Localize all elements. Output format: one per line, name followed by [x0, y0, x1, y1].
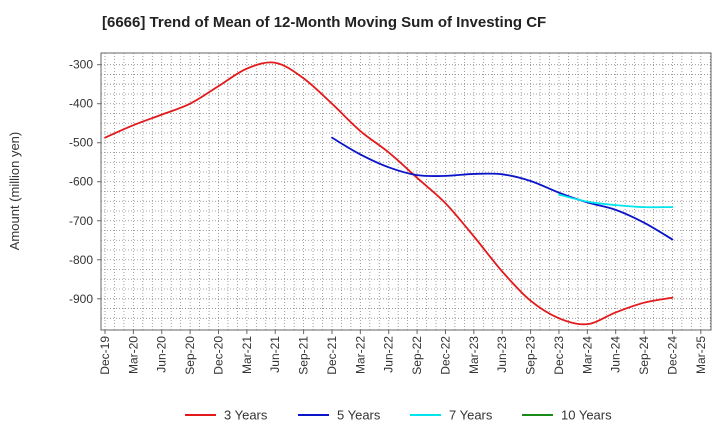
legend-label: 3 Years [224, 408, 268, 423]
x-tick-label: Dec-21 [325, 336, 339, 375]
x-tick-label: Dec-19 [98, 336, 112, 375]
legend-label: 10 Years [561, 408, 612, 423]
x-tick-label: Mar-25 [694, 336, 708, 374]
series-line-5-years [331, 136, 674, 241]
legend-label: 5 Years [337, 408, 381, 423]
legend: 3 Years 5 Years 7 Years 10 Years [185, 408, 612, 423]
x-tick-label: Sep-20 [183, 336, 197, 375]
x-tick-label: Mar-21 [240, 336, 254, 374]
y-axis-ticks: -300 -400 -500 -600 -700 -800 -900 [69, 58, 101, 306]
x-tick-label: Mar-24 [580, 336, 594, 374]
x-tick-label: Mar-22 [353, 336, 367, 374]
x-tick-label: Jun-23 [495, 336, 509, 373]
y-tick-label: -800 [69, 253, 93, 267]
x-tick-label: Mar-20 [126, 336, 140, 374]
grid-lines [101, 53, 711, 330]
plot-border [100, 52, 712, 331]
y-tick-label: -900 [69, 292, 93, 306]
x-tick-label: Jun-21 [268, 336, 282, 373]
legend-label: 7 Years [449, 408, 493, 423]
x-tick-label: Jun-22 [382, 336, 396, 373]
y-tick-label: -400 [69, 97, 93, 111]
x-tick-label: Jun-24 [609, 336, 623, 373]
x-tick-label: Dec-22 [438, 336, 452, 375]
chart-title: [6666] Trend of Mean of 12-Month Moving … [102, 14, 547, 31]
y-tick-label: -700 [69, 214, 93, 228]
y-tick-label: -300 [69, 58, 93, 72]
x-tick-label: Sep-23 [524, 336, 538, 375]
x-tick-label: Sep-24 [637, 336, 651, 375]
x-tick-label: Dec-24 [665, 336, 679, 375]
x-tick-label: Mar-23 [467, 336, 481, 374]
series-line-3-years [104, 61, 674, 326]
series-line-7-years [558, 193, 674, 209]
x-tick-label: Sep-22 [410, 336, 424, 375]
x-tick-label: Dec-20 [211, 336, 225, 375]
y-axis-title: Amount (million yen) [7, 132, 22, 251]
x-tick-label: Jun-20 [155, 336, 169, 373]
x-tick-label: Sep-21 [297, 336, 311, 375]
y-tick-label: -600 [69, 175, 93, 189]
plot-background [101, 53, 711, 330]
series-lines [104, 61, 674, 326]
y-tick-label: -500 [69, 136, 93, 150]
x-axis-ticks: Dec-19 Mar-20 Jun-20 Sep-20 Dec-20 Mar-21 Jun-… [98, 330, 708, 375]
x-tick-label: Dec-23 [552, 336, 566, 375]
